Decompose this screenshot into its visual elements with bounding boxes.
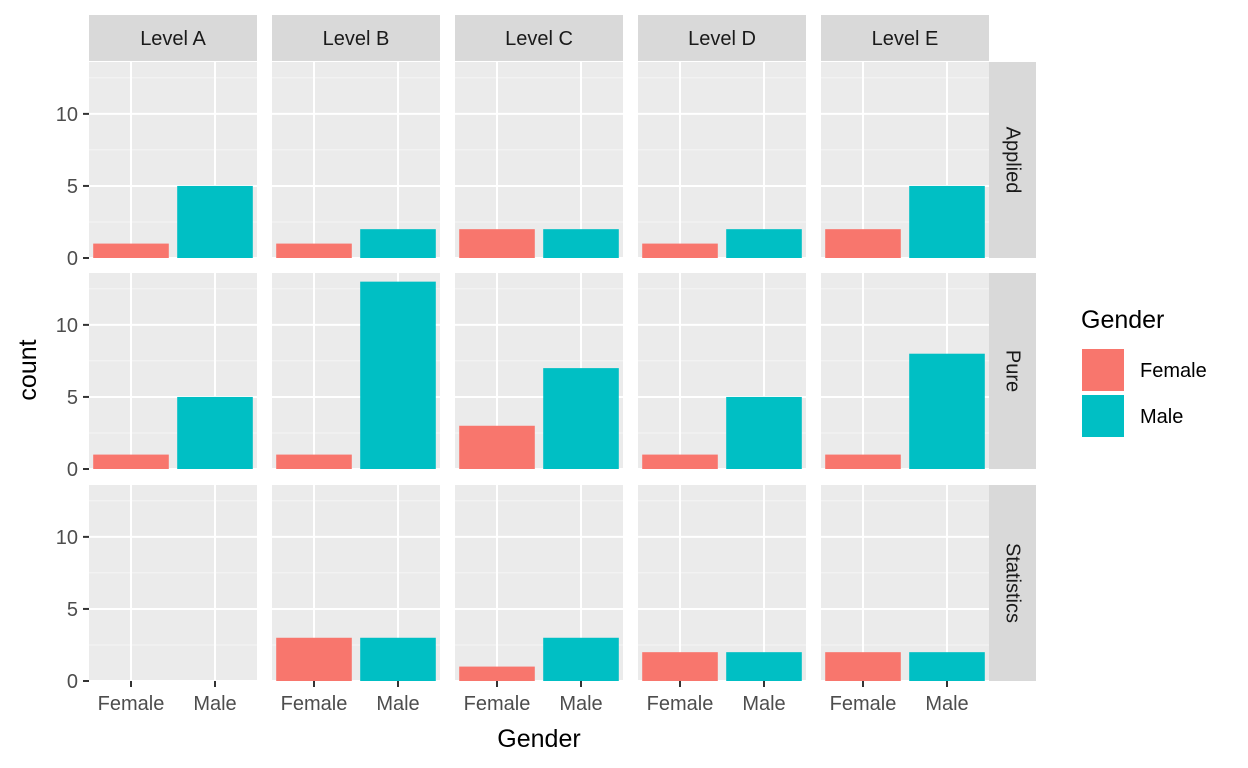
x-tick-label: Male (193, 693, 236, 715)
legend-title: Gender (1081, 306, 1164, 334)
x-axis-layer: Female Male Female Male Female Male Female Male… (98, 681, 969, 715)
strip-label-level-d: Level D (688, 28, 756, 50)
bar-applied-level-d-female (642, 243, 718, 258)
bar-pure-level-c-female (459, 425, 535, 469)
y-tick-label: 10 (56, 315, 78, 337)
bar-applied-level-a-male (177, 185, 253, 258)
strip-label-level-a: Level A (140, 28, 206, 50)
legend: Gender Female Male (1081, 306, 1207, 437)
legend-label-male: Male (1140, 406, 1183, 428)
y-tick-label: 10 (56, 104, 78, 126)
panel-applied-level-c (455, 62, 623, 259)
panel-background (638, 62, 806, 258)
panel-applied-level-b (272, 62, 440, 259)
x-tick-label: Female (281, 693, 348, 715)
strip-pure (989, 273, 1036, 469)
panel-background (272, 62, 440, 258)
strip-applied (989, 62, 1036, 258)
bar-statistics-level-d-male (726, 652, 802, 681)
bar-pure-level-e-female (825, 454, 901, 469)
bar-applied-level-a-female (93, 243, 169, 258)
x-axis-title: Gender (497, 725, 580, 753)
x-tick-label: Female (464, 693, 531, 715)
x-tick-label: Male (742, 693, 785, 715)
bar-applied-level-b-male (360, 229, 436, 258)
strip-label-pure: Pure (1002, 350, 1024, 392)
strip-label-level-e: Level E (872, 28, 939, 50)
panel-statistics-level-a (89, 485, 257, 682)
x-tick-label: Male (559, 693, 602, 715)
bar-statistics-level-c-female (459, 666, 535, 681)
bar-applied-level-c-male (543, 229, 619, 258)
panels-layer: Level A Level B Level C Level D Level E Appli… (89, 15, 1036, 682)
bar-statistics-level-e-female (825, 652, 901, 681)
y-tick-label: 5 (67, 387, 78, 409)
y-tick-label: 0 (67, 671, 78, 693)
bar-statistics-level-b-female (276, 637, 352, 681)
panel-statistics-level-e (821, 485, 989, 682)
y-tick-label: 5 (67, 176, 78, 198)
bar-applied-level-c-female (459, 229, 535, 258)
x-tick-label: Female (647, 693, 714, 715)
strip-level-c (455, 15, 623, 61)
strip-level-b (272, 15, 440, 61)
bar-statistics-level-e-male (909, 652, 985, 681)
bar-pure-level-d-female (642, 454, 718, 469)
bar-pure-level-c-male (543, 368, 619, 469)
panel-applied-level-d (638, 62, 806, 259)
bar-pure-level-e-male (909, 353, 985, 469)
bar-statistics-level-b-male (360, 637, 436, 681)
panel-statistics-level-d (638, 485, 806, 682)
bar-applied-level-b-female (276, 243, 352, 258)
panel-background (455, 62, 623, 258)
panel-background (638, 485, 806, 681)
strip-label-applied: Applied (1002, 127, 1024, 194)
bar-pure-level-a-male (177, 396, 253, 469)
x-tick-label: Male (376, 693, 419, 715)
bar-pure-level-a-female (93, 454, 169, 469)
bar-pure-level-d-male (726, 396, 802, 469)
y-tick-label: 10 (56, 527, 78, 549)
y-axis-layer: 0 5 10 0 5 10 0 5 10 (56, 104, 89, 693)
bar-applied-level-d-male (726, 229, 802, 258)
x-tick-label: Female (830, 693, 897, 715)
legend-key-female (1082, 349, 1124, 391)
panel-background (89, 485, 257, 681)
y-tick-label: 0 (67, 248, 78, 270)
bar-pure-level-b-male (360, 281, 436, 469)
strip-label-level-b: Level B (323, 28, 390, 50)
y-tick-label: 5 (67, 599, 78, 621)
bar-pure-level-b-female (276, 454, 352, 469)
strip-statistics (989, 485, 1036, 681)
panel-background (821, 485, 989, 681)
legend-key-male (1082, 395, 1124, 437)
strip-label-level-c: Level C (505, 28, 573, 50)
bar-applied-level-e-male (909, 185, 985, 258)
bar-applied-level-e-female (825, 229, 901, 258)
bar-statistics-level-d-female (642, 652, 718, 681)
strip-label-statistics: Statistics (1002, 543, 1024, 623)
x-tick-label: Male (925, 693, 968, 715)
legend-label-female: Female (1140, 360, 1207, 382)
strip-level-d (638, 15, 806, 61)
x-tick-label: Female (98, 693, 165, 715)
y-axis-title: count (14, 339, 42, 400)
bar-statistics-level-c-male (543, 637, 619, 681)
y-tick-label: 0 (67, 459, 78, 481)
strip-level-a (89, 15, 257, 61)
strip-level-e (821, 15, 989, 61)
